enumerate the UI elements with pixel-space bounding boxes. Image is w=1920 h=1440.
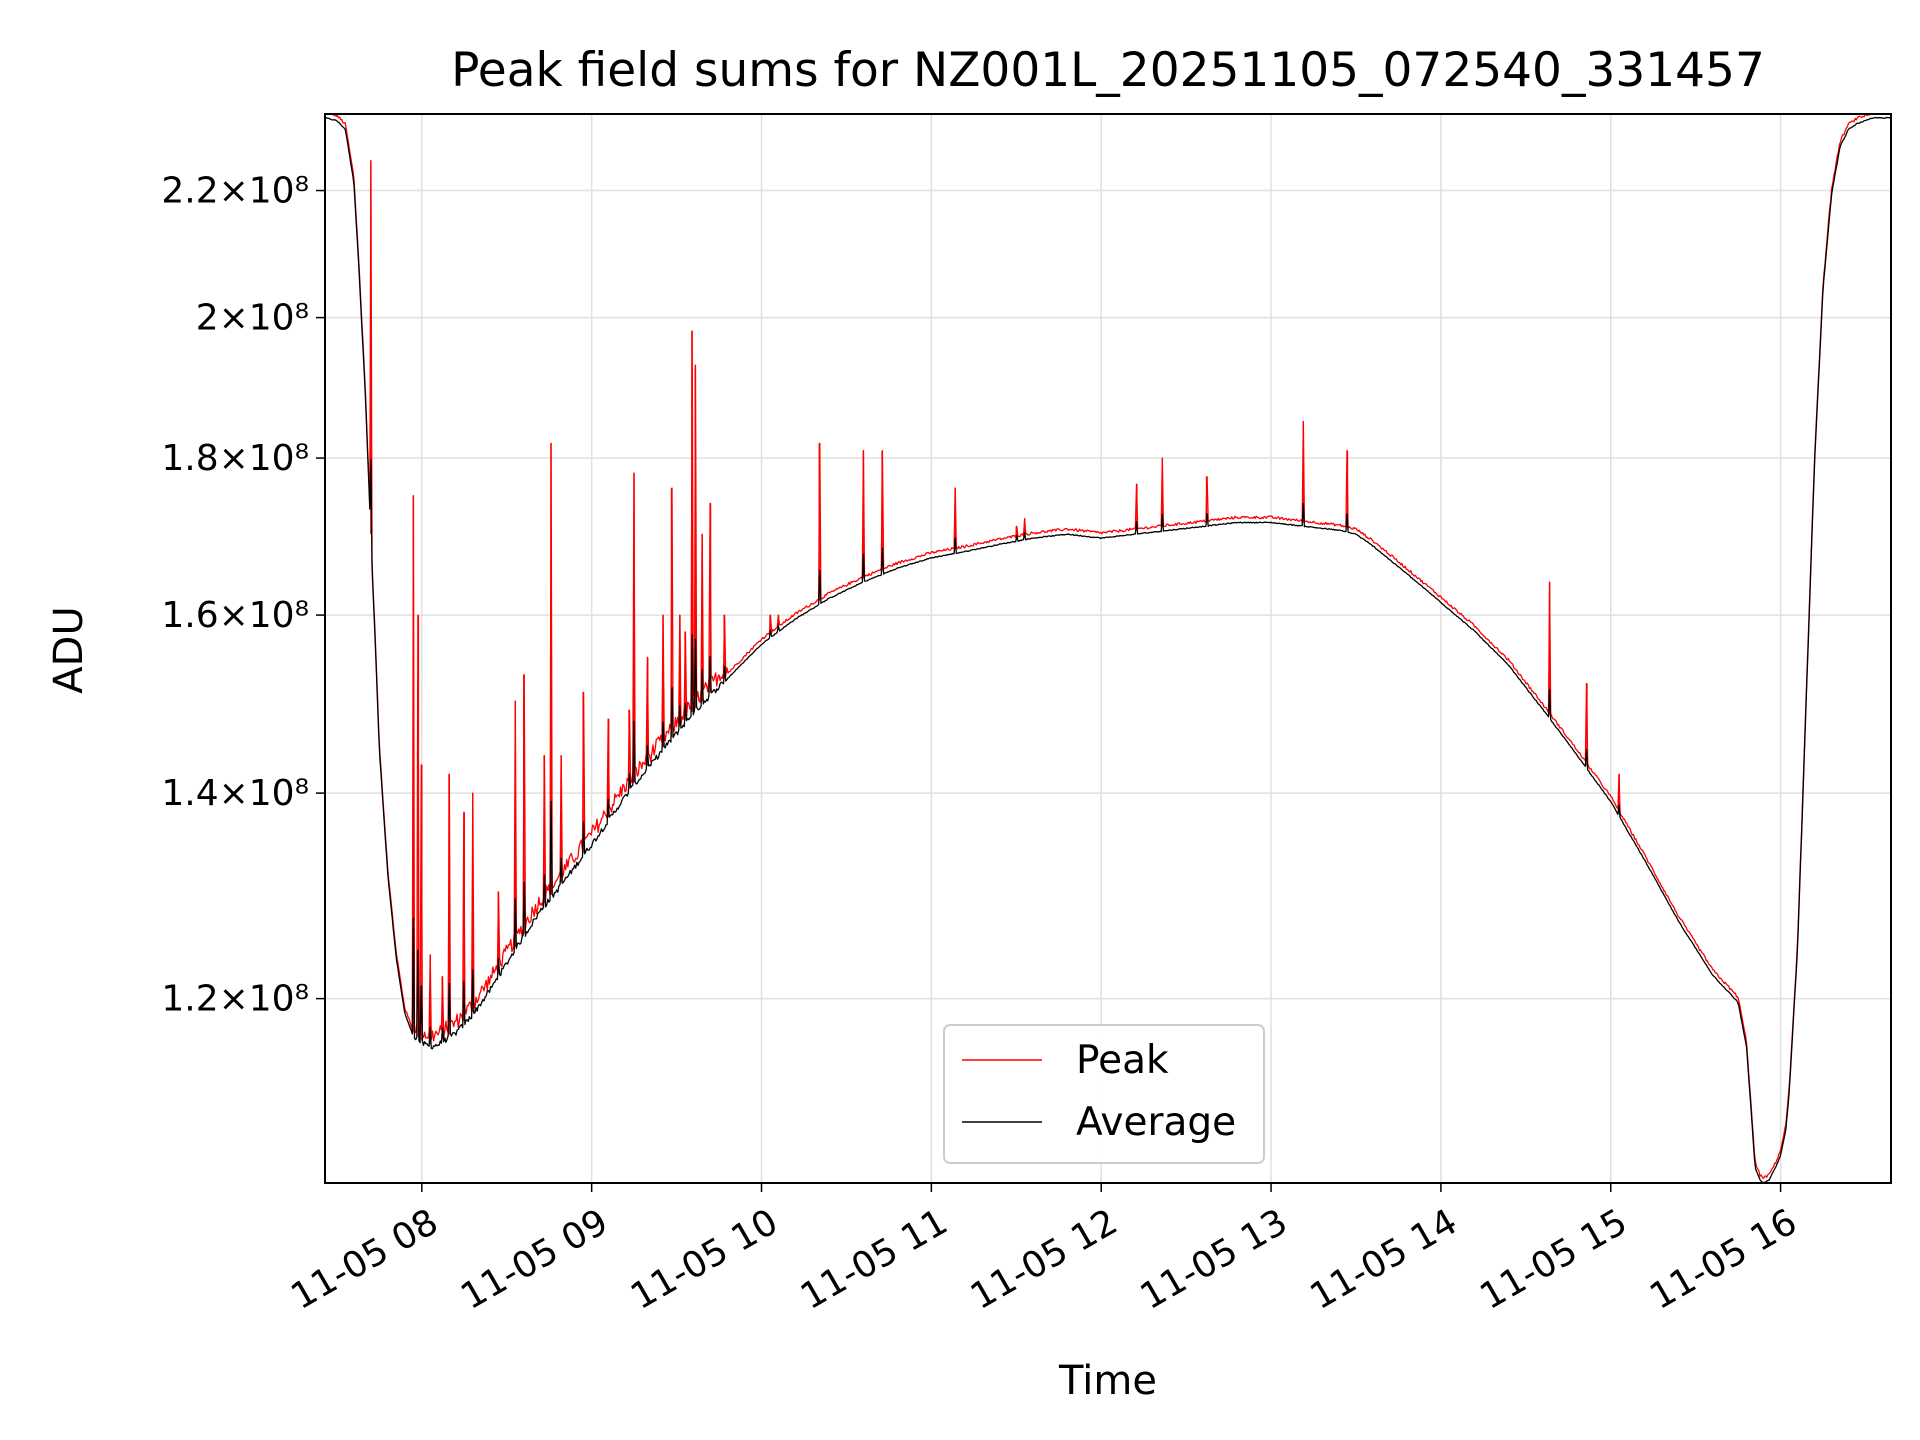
y-tick-label: 1.2×10⁸ [161,979,309,1020]
x-axis-label: Time [1058,1358,1157,1404]
plot-frame [324,113,1892,1184]
y-tick-label: 2.2×10⁸ [161,171,309,212]
y-tick-label: 1.6×10⁸ [161,595,309,636]
legend-average-label: Average [1076,1100,1236,1145]
y-tick-label: 2×10⁸ [196,298,309,339]
y-axis-label: ADU [46,606,92,693]
average-series [324,116,1892,1184]
grid [325,114,1891,1183]
legend: Peak Average [943,1024,1265,1164]
y-axis-ticks: 1.2×10⁸ 1.4×10⁸ 1.6×10⁸ 1.8×10⁸ 2×10⁸ 2.2×10⁸ [161,171,325,1020]
peak-line [325,113,1891,1180]
chart-title: Peak field sums for NZ001L_20251105_0725… [451,43,1765,98]
peak-series [325,113,1891,1180]
y-tick-label: 1.4×10⁸ [161,773,309,814]
average-line [324,116,1892,1184]
y-tick-label: 1.8×10⁸ [161,438,309,479]
legend-peak-label: Peak [1076,1038,1169,1083]
